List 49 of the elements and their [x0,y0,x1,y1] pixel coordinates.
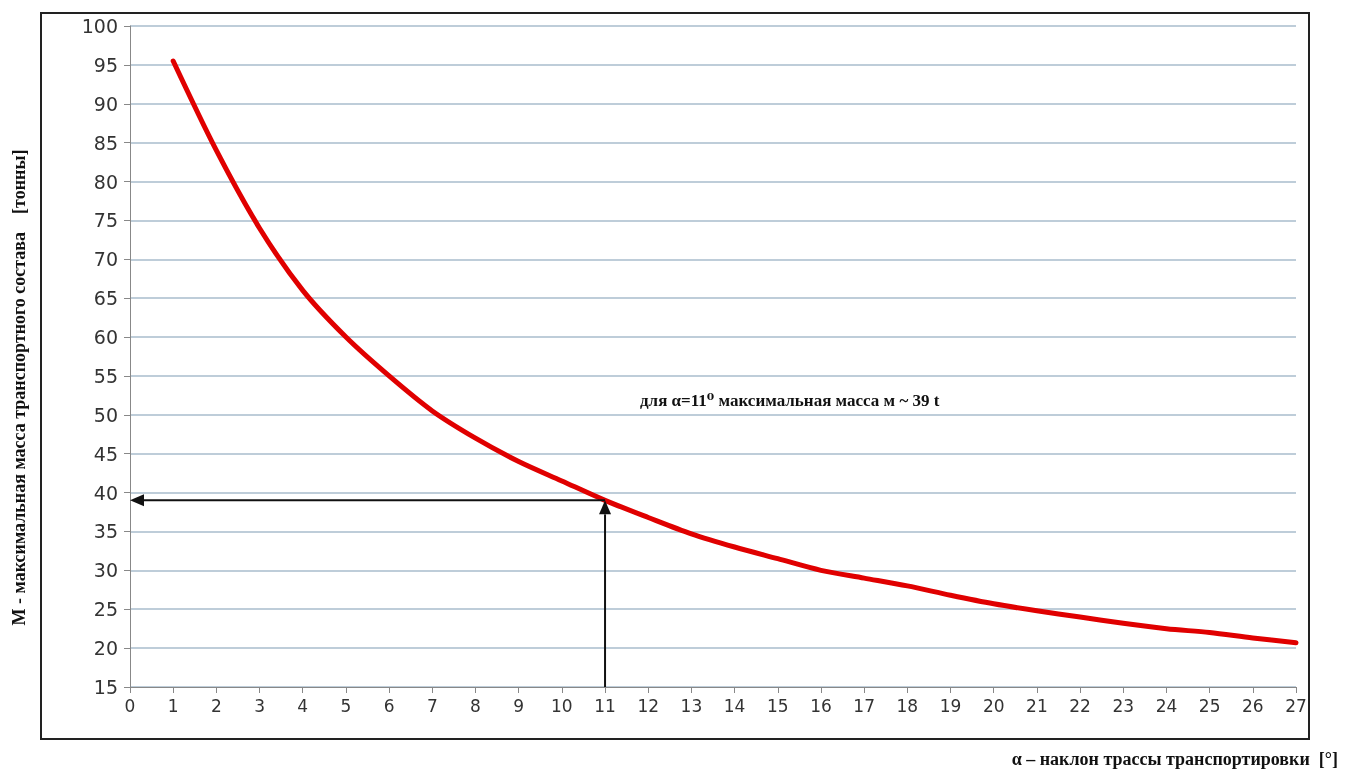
x-tick-label: 9 [513,695,525,716]
y-tick-label: 20 [93,637,118,660]
annotation: для α=11⁰ максимальная масса м ~ 39 t [640,391,940,410]
x-tick-label: 20 [982,695,1005,716]
x-tick-label: 2 [210,695,222,716]
x-tick-label: 5 [340,695,352,716]
x-tick-label: 0 [124,695,136,716]
y-tick-label: 65 [93,287,118,310]
x-tick-label: 27 [1285,695,1307,716]
x-tick-label: 17 [853,695,875,716]
y-tick-label: 25 [93,598,118,621]
y-tick-label: 95 [93,53,118,76]
y-tick-label: 55 [93,364,118,387]
x-tick-label: 4 [297,695,309,716]
x-tick-label: 15 [766,695,789,716]
x-tick-label: 8 [470,695,481,716]
y-tick-label: 60 [93,326,118,349]
x-tick-label: 7 [426,695,438,716]
x-tick-label: 19 [939,695,962,716]
y-tick-label: 40 [93,481,118,504]
x-tick-label: 16 [810,695,832,716]
y-tick-label: 15 [93,676,118,698]
x-tick-label: 23 [1112,695,1135,716]
x-tick-label: 10 [551,695,573,716]
x-tick-label: 14 [723,695,746,716]
x-tick-label: 1 [167,695,179,716]
x-tick-label: 13 [680,695,703,716]
y-tick-label: 85 [93,131,118,154]
y-tick-label: 100 [81,15,118,37]
y-tick-label: 90 [93,92,118,115]
x-tick-label: 12 [637,695,660,716]
y-tick-label: 35 [93,520,118,543]
x-tick-label: 25 [1198,695,1221,716]
x-tick-label: 22 [1069,695,1091,716]
y-tick-label: 50 [93,403,118,426]
x-tick-label: 3 [254,695,265,716]
x-tick-label: 24 [1155,695,1178,716]
y-tick-label: 75 [93,209,118,232]
y-axis-title: М - максимальная масса транспортного состава [тонны] [9,149,29,626]
y-tick-label: 70 [93,248,118,271]
x-tick-label: 11 [594,695,616,716]
y-tick-label: 45 [93,442,118,465]
x-tick-label: 6 [383,695,395,716]
x-tick-label: 26 [1241,695,1264,716]
x-tick-label: 21 [1026,695,1048,716]
x-axis-title: α – наклон трассы транспортировки [°] [1011,749,1339,769]
x-tick-label: 18 [896,695,919,716]
y-tick-label: 30 [93,559,118,582]
y-tick-label: 80 [93,170,118,193]
